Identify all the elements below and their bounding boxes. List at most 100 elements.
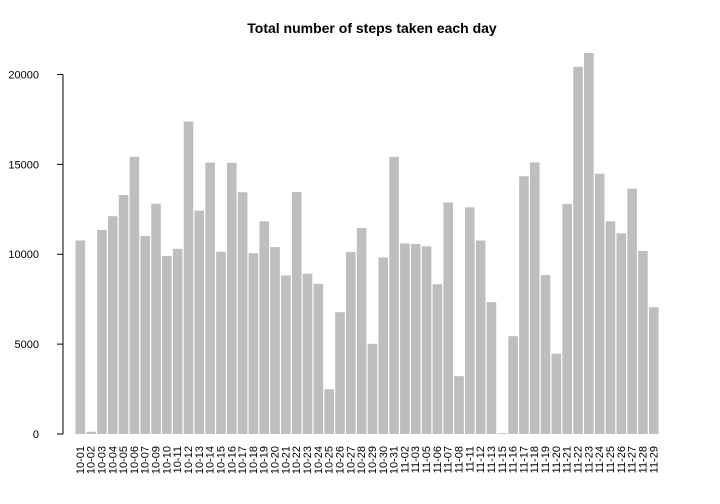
bar-11-28: [638, 250, 648, 434]
bar-10-29: [367, 343, 378, 434]
x-tick-label: 10-14: [205, 446, 217, 474]
x-tick-label: 10-01: [75, 446, 87, 474]
x-tick-label: 11-27: [627, 446, 639, 473]
x-tick-label: 11-21: [562, 446, 574, 473]
bar-10-28: [356, 228, 367, 434]
bar-10-14: [205, 162, 215, 434]
bar-11-15: [497, 433, 508, 435]
x-tick-label: 10-11: [172, 446, 184, 473]
bar-10-16: [226, 162, 237, 434]
bar-11-18: [529, 162, 540, 434]
x-tick-label: 10-19: [259, 446, 271, 474]
bar-11-07: [443, 202, 453, 434]
bar-11-16: [508, 336, 518, 434]
bar-10-04: [107, 216, 118, 434]
bar-10-27: [346, 252, 356, 434]
y-tick-label: 0: [33, 429, 39, 441]
x-tick-label: 10-10: [161, 446, 173, 474]
x-tick-label: 10-02: [86, 446, 98, 474]
x-tick-label: 11-06: [432, 446, 444, 473]
x-tick-label: 11-24: [594, 446, 606, 473]
y-tick-label: 10000: [8, 249, 39, 261]
x-tick-label: 10-22: [291, 446, 303, 474]
x-tick-label: 10-07: [140, 446, 152, 474]
bar-11-13: [486, 302, 497, 434]
bar-11-24: [594, 173, 605, 435]
bar-11-11: [465, 207, 475, 434]
x-tick-label: 11-20: [551, 446, 563, 473]
x-tick-label: 10-17: [237, 446, 249, 474]
bar-11-05: [421, 246, 432, 434]
bar-10-18: [248, 253, 259, 434]
bar-10-12: [183, 121, 194, 434]
y-tick-label: 5000: [15, 339, 39, 351]
x-tick-label: 11-11: [464, 446, 476, 473]
x-tick-label: 10-30: [378, 446, 390, 474]
x-axis-labels: 10-0110-0210-0310-0410-0510-0610-0710-09…: [75, 446, 660, 474]
bar-series: [75, 53, 659, 435]
x-tick-label: 11-12: [475, 446, 487, 473]
x-tick-label: 10-18: [248, 446, 260, 474]
bar-10-19: [259, 221, 270, 434]
bar-10-03: [97, 229, 107, 434]
x-tick-label: 10-12: [183, 446, 195, 474]
x-tick-label: 11-02: [399, 446, 411, 473]
bar-11-02: [400, 243, 410, 434]
x-tick-label: 10-13: [194, 446, 206, 474]
x-tick-label: 11-13: [486, 446, 498, 473]
x-tick-label: 11-23: [583, 446, 595, 473]
x-tick-label: 10-09: [151, 446, 163, 474]
bar-10-22: [291, 192, 302, 434]
bar-11-03: [410, 243, 421, 434]
bar-10-09: [151, 203, 161, 434]
bar-10-25: [324, 389, 334, 434]
bar-10-01: [75, 240, 86, 434]
bar-11-20: [551, 353, 562, 434]
y-tick-label: 20000: [8, 69, 39, 81]
bar-11-12: [475, 240, 486, 434]
x-tick-label: 10-24: [313, 446, 325, 474]
bar-10-10: [162, 256, 172, 434]
bar-10-24: [313, 283, 324, 434]
bar-11-19: [540, 275, 551, 434]
x-tick-label: 10-26: [334, 446, 346, 474]
x-tick-label: 10-25: [324, 446, 336, 474]
bar-11-21: [562, 204, 572, 434]
x-tick-label: 11-19: [540, 446, 552, 473]
bar-10-30: [378, 257, 389, 434]
bar-11-17: [519, 176, 529, 435]
x-tick-label: 10-05: [118, 446, 130, 474]
x-tick-label: 11-15: [497, 446, 509, 473]
x-tick-label: 10-03: [96, 446, 108, 474]
bar-10-11: [172, 248, 183, 434]
x-tick-label: 10-23: [302, 446, 314, 474]
chart-title: Total number of steps taken each day: [247, 20, 497, 36]
bar-10-17: [237, 192, 248, 434]
bar-10-06: [129, 156, 140, 435]
bar-10-26: [335, 312, 345, 434]
x-tick-label: 10-27: [345, 446, 357, 474]
x-tick-label: 11-25: [605, 446, 617, 473]
bar-11-06: [432, 284, 443, 434]
x-tick-label: 11-22: [573, 446, 585, 473]
x-tick-label: 11-08: [454, 446, 466, 473]
x-tick-label: 11-17: [518, 446, 530, 473]
x-tick-label: 10-31: [389, 446, 401, 474]
bar-10-15: [216, 251, 226, 434]
bar-10-13: [194, 210, 205, 434]
y-axis: 0 5000 10000 15000 20000: [8, 69, 64, 441]
bar-10-20: [270, 247, 280, 434]
bar-11-26: [616, 233, 627, 434]
bar-10-23: [302, 273, 313, 434]
bar-10-21: [281, 275, 291, 434]
bar-11-27: [627, 188, 637, 434]
x-tick-label: 10-06: [129, 446, 141, 474]
x-tick-label: 11-29: [648, 446, 660, 473]
x-tick-label: 11-03: [410, 446, 422, 473]
bar-10-02: [86, 431, 96, 434]
bar-11-25: [605, 221, 616, 434]
x-tick-label: 10-04: [107, 446, 119, 474]
x-tick-label: 11-16: [508, 446, 520, 473]
x-tick-label: 11-18: [529, 446, 541, 473]
x-tick-label: 11-28: [637, 446, 649, 473]
